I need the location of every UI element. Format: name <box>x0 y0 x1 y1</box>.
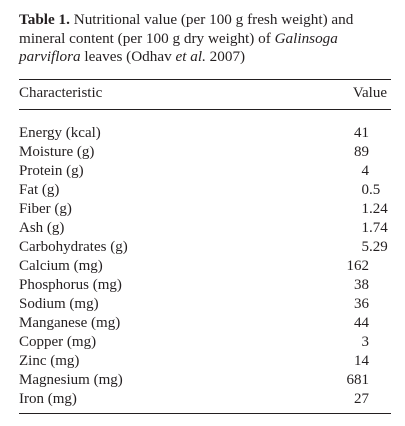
bottom-rule <box>19 412 391 414</box>
row-value: 0.5 <box>361 181 381 198</box>
row-value: 4 <box>361 162 370 179</box>
caption-text-b: leaves (Odhav <box>80 48 176 66</box>
header-row: Characteristic Value <box>19 83 391 103</box>
row-characteristic: Manganese (mg) <box>19 314 121 331</box>
row-value: 38 <box>354 276 369 293</box>
table-row: Iron (mg) 27 <box>19 390 391 409</box>
row-characteristic: Sodium (mg) <box>19 295 99 312</box>
table-row: Zinc (mg) 14 <box>19 352 391 371</box>
row-value: 44 <box>354 314 369 331</box>
caption-etal: et al. <box>175 48 206 66</box>
row-characteristic: Energy (kcal) <box>19 124 101 141</box>
table-row: Sodium (mg) 36 <box>19 295 391 314</box>
caption-text-c: 2007) <box>205 48 246 66</box>
row-value: 681 <box>346 371 370 388</box>
table-row: Magnesium (mg) 681 <box>19 371 391 390</box>
row-characteristic: Calcium (mg) <box>19 257 103 274</box>
table-row: Protein (g) 4 <box>19 162 391 181</box>
row-value: 36 <box>354 295 369 312</box>
table-row: Moisture (g) 89 <box>19 143 391 162</box>
table-row: Ash (g) 1.74 <box>19 219 391 238</box>
row-characteristic: Fat (g) <box>19 181 60 198</box>
nutrition-table: Table 1. Nutritional value (per 100 g fr… <box>19 11 391 414</box>
table-row: Carbohydrates (g) 5.29 <box>19 238 391 257</box>
row-characteristic: Phosphorus (mg) <box>19 276 122 293</box>
row-value: 1.24 <box>361 200 388 217</box>
row-value: 41 <box>354 124 369 141</box>
table-row: Phosphorus (mg) 38 <box>19 276 391 295</box>
row-value: 27 <box>354 390 369 407</box>
table-row: Energy (kcal) 41 <box>19 124 391 143</box>
caption-label: Table 1. <box>19 11 70 28</box>
row-value: 5.29 <box>361 238 388 255</box>
row-characteristic: Ash (g) <box>19 219 65 236</box>
row-characteristic: Moisture (g) <box>19 143 95 160</box>
table-caption: Table 1. Nutritional value (per 100 g fr… <box>19 11 391 67</box>
table-body: Energy (kcal) 41 Moisture (g) 89 Protein (g)… <box>19 124 391 409</box>
row-characteristic: Fiber (g) <box>19 200 72 217</box>
row-value: 3 <box>361 333 370 350</box>
row-value: 14 <box>354 352 369 369</box>
row-characteristic: Copper (mg) <box>19 333 97 350</box>
table-row: Manganese (mg) 44 <box>19 314 391 333</box>
row-characteristic: Carbohydrates (g) <box>19 238 128 255</box>
row-characteristic: Zinc (mg) <box>19 352 80 369</box>
table-row: Fat (g) 0.5 <box>19 181 391 200</box>
table-row: Calcium (mg) 162 <box>19 257 391 276</box>
row-value: 1.74 <box>361 219 388 236</box>
row-characteristic: Magnesium (mg) <box>19 371 123 388</box>
caption-species: Galinsoga parviflora <box>19 29 338 66</box>
row-characteristic: Iron (mg) <box>19 390 77 407</box>
row-characteristic: Protein (g) <box>19 162 84 179</box>
row-value: 89 <box>354 143 369 160</box>
top-rule <box>19 78 391 80</box>
caption-text-a: Nutritional value (per 100 g fresh weigh… <box>19 11 354 47</box>
header-value: Value <box>352 84 387 101</box>
row-value: 162 <box>346 257 370 274</box>
table-row: Copper (mg) 3 <box>19 333 391 352</box>
header-characteristic: Characteristic <box>19 84 103 101</box>
header-rule <box>19 108 391 110</box>
table-row: Fiber (g) 1.24 <box>19 200 391 219</box>
